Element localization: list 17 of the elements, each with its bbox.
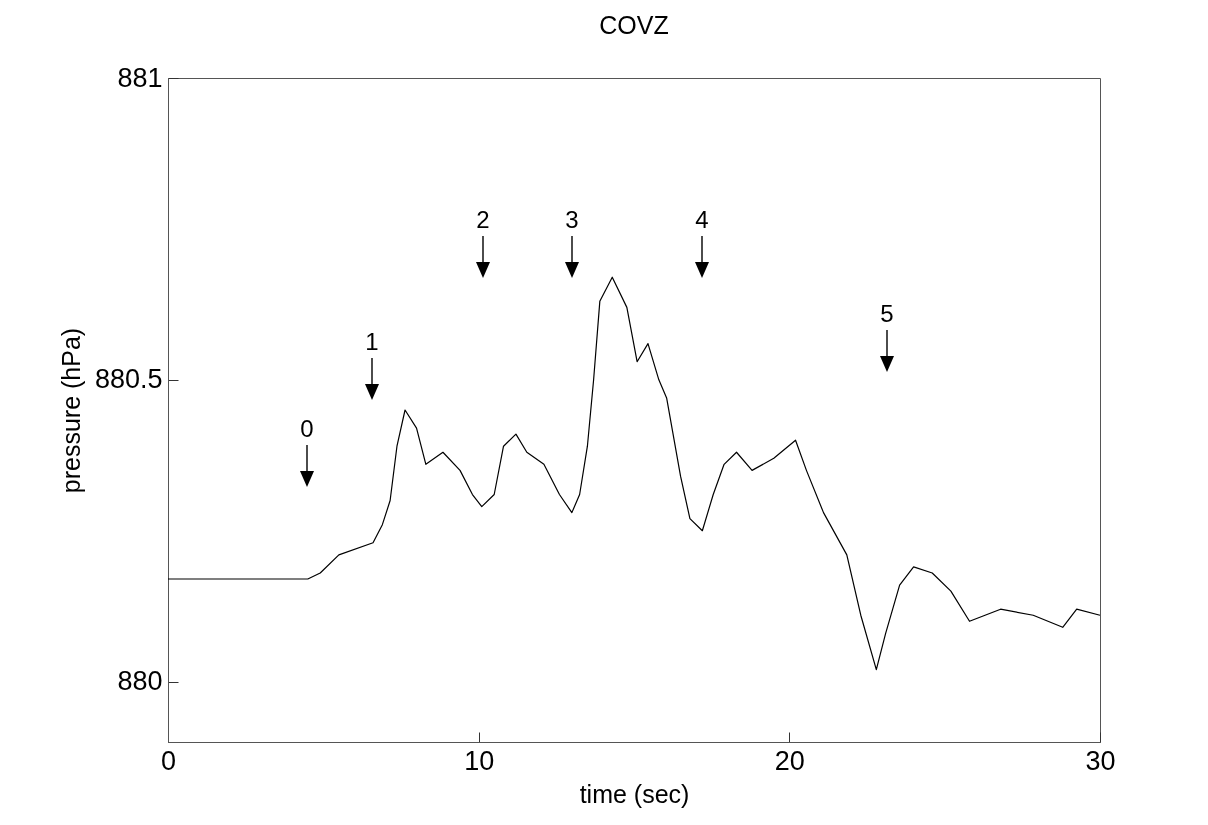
x-tick-label: 0 bbox=[160, 745, 177, 776]
x-tick-label: 20 bbox=[774, 745, 805, 776]
y-tick-label: 880 bbox=[117, 666, 163, 697]
chart-title: COVZ bbox=[599, 11, 669, 39]
annotation: 4 bbox=[695, 206, 709, 233]
annotation: 5 bbox=[880, 300, 894, 327]
x-tick-label: 10 bbox=[464, 745, 495, 776]
annotation: 3 bbox=[565, 206, 579, 233]
x-axis-title: time (sec) bbox=[579, 779, 690, 808]
annotation: 1 bbox=[365, 328, 379, 355]
line-series bbox=[167, 276, 1101, 671]
annotation: 0 bbox=[300, 415, 314, 442]
y-axis-title: pressure (hPa) bbox=[56, 327, 85, 494]
y-tick-label: 881 bbox=[117, 62, 163, 93]
annotation: 2 bbox=[476, 206, 490, 233]
y-tick-label: 880.5 bbox=[94, 364, 163, 395]
x-tick-label: 30 bbox=[1085, 745, 1116, 776]
